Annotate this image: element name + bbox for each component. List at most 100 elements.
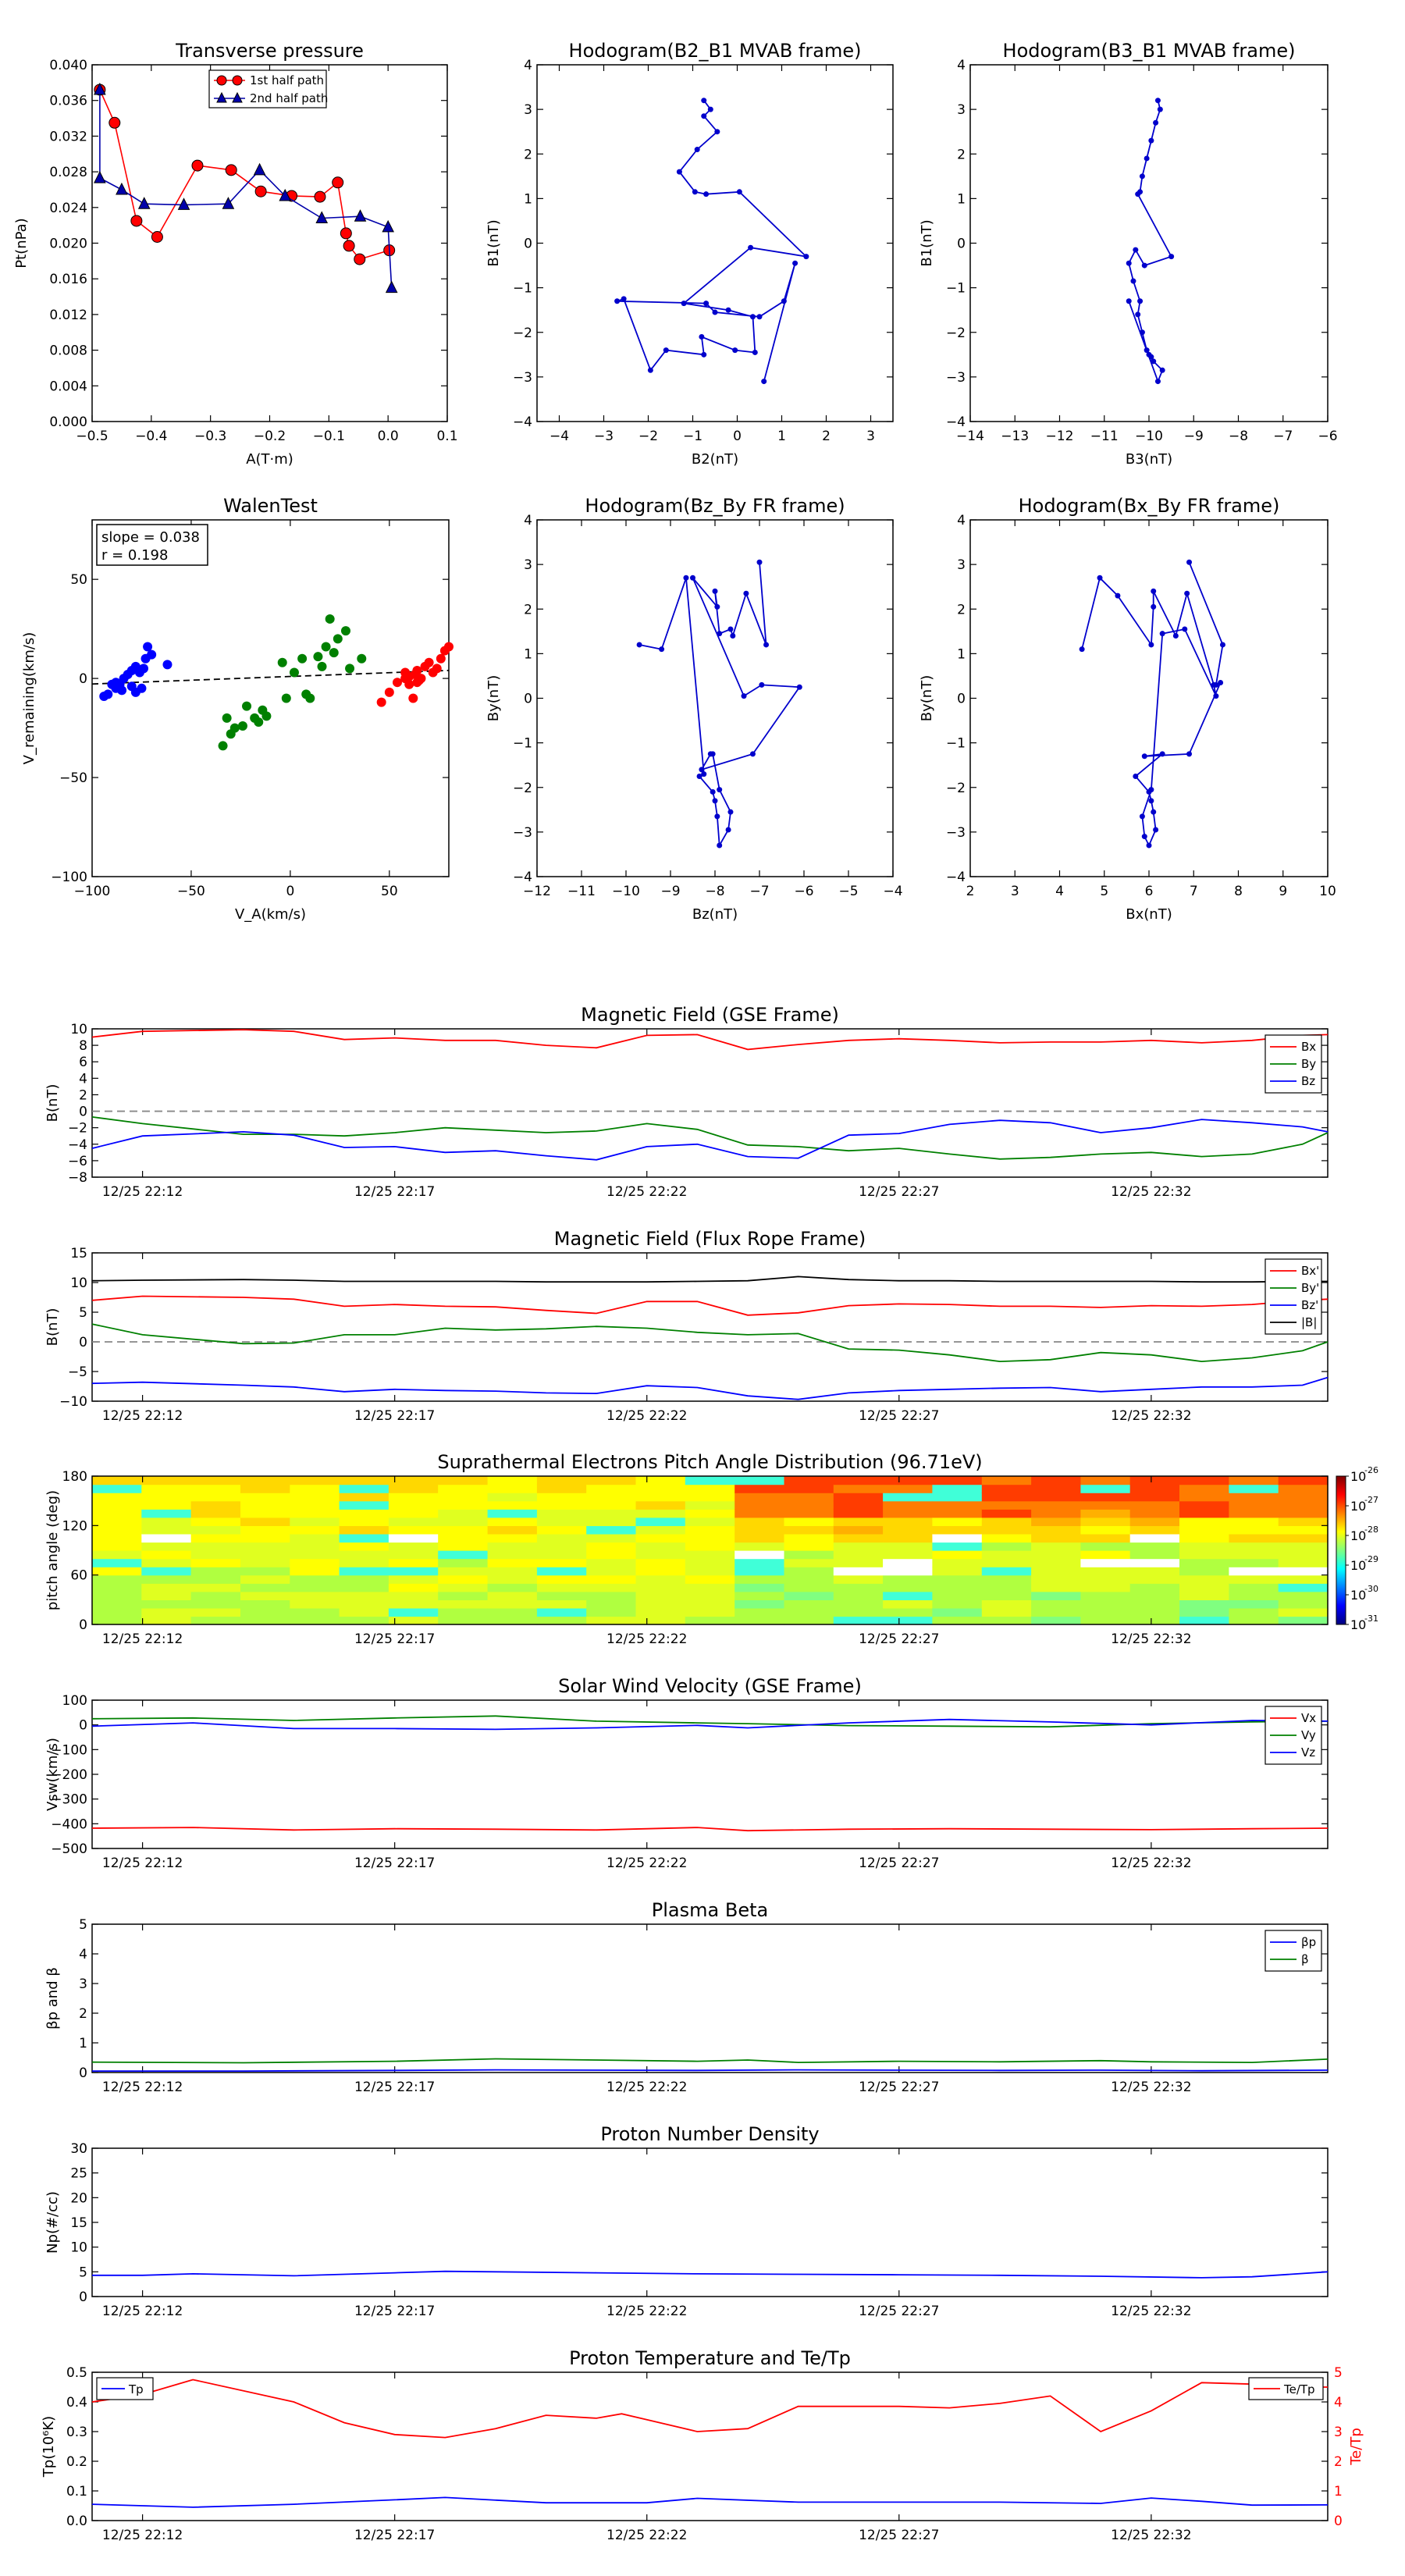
heatmap-cell [1031, 1591, 1081, 1600]
legend-label: By [1301, 1057, 1316, 1071]
heatmap-cell [586, 1542, 637, 1551]
heatmap-cell [1179, 1525, 1229, 1535]
heatmap-cell [1179, 1550, 1229, 1560]
legend-label: Te/Tp [1283, 2382, 1315, 2396]
heatmap-cell [981, 1533, 1032, 1543]
data-point [701, 113, 707, 119]
heatmap-cell [190, 1591, 241, 1600]
data-point [354, 253, 366, 265]
heatmap-cell [1179, 1558, 1229, 1567]
heatmap-cell [290, 1583, 340, 1592]
heatmap-cell [833, 1607, 884, 1617]
heatmap-cell [1080, 1591, 1131, 1600]
data-point [137, 197, 151, 209]
heatmap-cell [586, 1558, 637, 1567]
y-tick-label: 0 [79, 2065, 87, 2081]
plot-frame [536, 519, 894, 877]
heatmap-cell [487, 1493, 538, 1502]
x-tick-label: −7 [749, 884, 769, 899]
heatmap-cell [932, 1583, 983, 1592]
heatmap-cell [141, 1493, 192, 1502]
data-point [253, 162, 266, 176]
heatmap-cell [190, 1500, 241, 1510]
heatmap-cell [1129, 1493, 1180, 1502]
heatmap-cell [536, 1500, 587, 1510]
heatmap-cell [487, 1476, 538, 1485]
heatmap-cell [92, 1607, 142, 1617]
y-tick-label-right: 5 [1334, 2365, 1343, 2381]
x-tick-label: −4 [550, 429, 569, 444]
slope-label: slope = 0.038 [101, 529, 200, 546]
heatmap-cell [388, 1542, 439, 1551]
heatmap-cell [240, 1616, 290, 1625]
heatmap-cell [932, 1591, 983, 1600]
heatmap-cell [290, 1558, 340, 1567]
x-tick-label: −2 [638, 429, 658, 444]
heatmap-cell [339, 1542, 389, 1551]
heatmap-cell [883, 1607, 933, 1617]
y-tick-label: 3 [957, 557, 966, 573]
legend-marker [216, 91, 227, 103]
data-point [329, 648, 339, 658]
y-tick-label: −200 [51, 1767, 87, 1783]
heatmap-cell [290, 1550, 340, 1560]
x-tick-label: −50 [177, 884, 205, 899]
heatmap-cell [1179, 1591, 1229, 1600]
heatmap-cell [388, 1484, 439, 1493]
heatmap-cell [883, 1583, 933, 1592]
fit-line [91, 669, 450, 685]
data-point [1211, 681, 1217, 688]
data-point [281, 693, 291, 703]
data-point [717, 787, 723, 793]
x-tick-label: −12 [1046, 429, 1074, 444]
plot-frame [91, 2371, 1329, 2521]
x-tick-label: 12/25 22:22 [606, 2080, 687, 2095]
data-point [1148, 642, 1154, 648]
data-point [701, 771, 707, 777]
hodogram-line [617, 100, 809, 382]
y-tick-label: 4 [79, 1947, 87, 1962]
y-tick-label: 3 [79, 1976, 87, 1992]
heatmap-cell [1129, 1567, 1180, 1576]
heatmap-cell [290, 1476, 340, 1485]
data-point [699, 333, 705, 340]
heatmap-cell [388, 1591, 439, 1600]
colorbar-tick-exponent: -29 [1364, 1554, 1378, 1564]
heatmap-cell [1080, 1616, 1131, 1625]
heatmap-cell [981, 1500, 1032, 1510]
heatmap-cell [981, 1525, 1032, 1535]
legend-label: Bx' [1301, 1264, 1319, 1278]
heatmap-cell [388, 1550, 439, 1560]
heatmap-cell [92, 1525, 142, 1535]
heatmap-cell [92, 1574, 142, 1584]
x-tick-label: 12/25 22:22 [606, 1631, 687, 1647]
x-tick-label: −8 [705, 884, 724, 899]
heatmap-cell [190, 1583, 241, 1592]
data-point [727, 626, 734, 632]
x-tick-label: −1 [683, 429, 702, 444]
heatmap-cell [883, 1509, 933, 1518]
heatmap-cell [981, 1476, 1032, 1485]
y-tick-label: 50 [70, 572, 87, 588]
data-point [382, 219, 394, 233]
data-point [732, 347, 738, 354]
heatmap-cell [339, 1599, 389, 1609]
data-point [727, 809, 734, 815]
data-point [289, 667, 299, 678]
heatmap-cell [487, 1484, 538, 1493]
heatmap-cell [339, 1493, 389, 1502]
heatmap-cell [1278, 1550, 1329, 1560]
data-point [130, 215, 143, 227]
chart-title: Suprathermal Electrons Pitch Angle Distr… [437, 1451, 982, 1473]
heatmap-cell [735, 1525, 785, 1535]
heatmap-cell [883, 1484, 933, 1493]
y-tick-label: −2 [946, 326, 966, 341]
x-tick-label: 4 [1055, 884, 1064, 899]
heatmap-cell [1278, 1591, 1329, 1600]
heatmap-cell [1278, 1599, 1329, 1609]
heatmap-cell [1278, 1517, 1329, 1526]
chart-title: Hodogram(Bz_By FR frame) [585, 495, 845, 517]
y-tick-label: 1 [957, 646, 966, 662]
heatmap-cell [1129, 1542, 1180, 1551]
